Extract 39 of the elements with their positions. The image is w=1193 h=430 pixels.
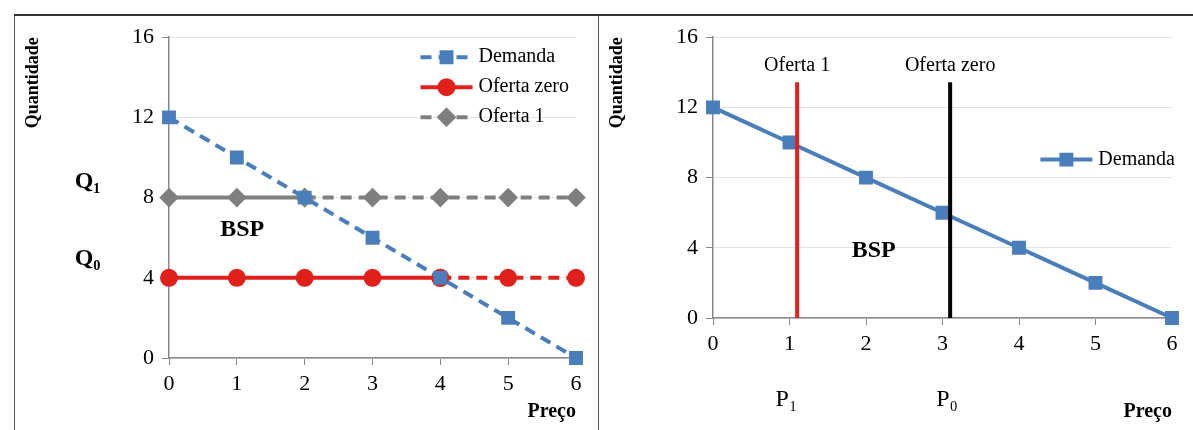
y-tick-label: 0: [687, 303, 698, 329]
y-tick-label: 12: [676, 93, 698, 119]
y-tick-label: 4: [143, 263, 154, 289]
x-tick-label: 4: [434, 369, 446, 395]
legend-label: Demanda: [1098, 146, 1176, 169]
legend-label: Oferta 1: [478, 104, 545, 127]
text: Q₀: [74, 243, 101, 270]
annotation: BSP: [220, 214, 265, 241]
y-tick-label: 16: [132, 22, 154, 48]
x-tick-label: 1: [231, 369, 243, 395]
y-tick-label: 8: [687, 163, 698, 189]
legend-label: Oferta zero: [478, 74, 570, 97]
annotation: BSP: [851, 235, 896, 262]
x-tick-label: 0: [163, 369, 175, 395]
x-tick-label: 3: [367, 369, 378, 395]
x-tick-label: 2: [299, 369, 311, 395]
x-tick-label: 2: [860, 329, 872, 355]
x-tick-label: 4: [1013, 329, 1025, 355]
x-tick-label: 1: [784, 329, 795, 355]
x-axis-title: Preço: [1123, 399, 1172, 423]
x-tick-label: 0: [707, 329, 719, 355]
x-tick-label: 5: [502, 369, 514, 395]
x-tick-label: 5: [1090, 329, 1101, 355]
ref-line-label: Oferta zero: [904, 53, 996, 76]
y-axis-title: Quantidade: [22, 37, 43, 129]
x-axis-title: Preço: [527, 399, 576, 423]
y-tick-label: 4: [687, 233, 698, 259]
ref-line-label: Oferta 1: [764, 53, 831, 76]
y-tick-label: 16: [676, 22, 698, 48]
text: Q₁: [74, 166, 101, 193]
x-tick-label: 3: [937, 329, 948, 355]
y-tick-label: 8: [143, 183, 154, 209]
y-axis-title: Quantidade: [606, 37, 627, 129]
x-tick-label: 6: [570, 369, 582, 395]
text: P₀: [936, 384, 958, 411]
x-tick-label: 6: [1166, 329, 1178, 355]
y-tick-label: 12: [132, 103, 154, 129]
legend-label: Demanda: [478, 44, 556, 67]
text: P₁: [775, 384, 798, 411]
